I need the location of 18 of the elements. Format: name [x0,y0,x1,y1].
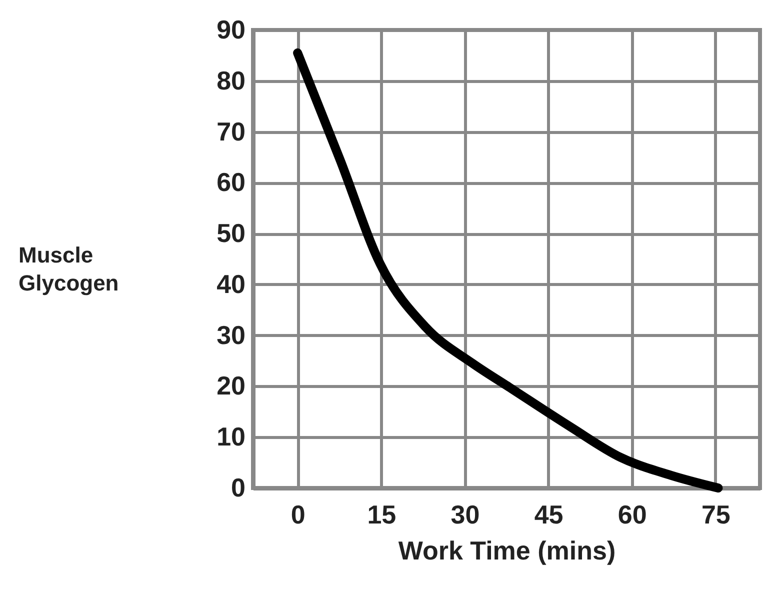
y-tick-label: 70 [216,116,246,146]
y-tick-label: 10 [216,422,246,452]
y-tick-label: 80 [216,65,246,96]
x-axis-title: Work Time (mins) [398,536,616,566]
x-tick-label: 30 [450,500,480,530]
y-tick-label: 30 [216,320,246,350]
y-tick-label: 50 [216,218,246,248]
y-tick-label: 20 [216,370,246,401]
x-tick-label: 0 [290,500,306,530]
y-tick-label: 40 [216,268,246,299]
y-tick-label: 90 [216,14,246,44]
y-axis-title: Muscle Glycogen [18,242,119,296]
x-tick-label: 60 [618,500,647,530]
x-tick-label: 75 [701,500,730,530]
y-tick-label: 0 [231,472,246,502]
x-tick-label: 15 [367,500,396,530]
y-tick-label: 60 [216,167,246,198]
x-tick-label: 45 [534,500,564,530]
